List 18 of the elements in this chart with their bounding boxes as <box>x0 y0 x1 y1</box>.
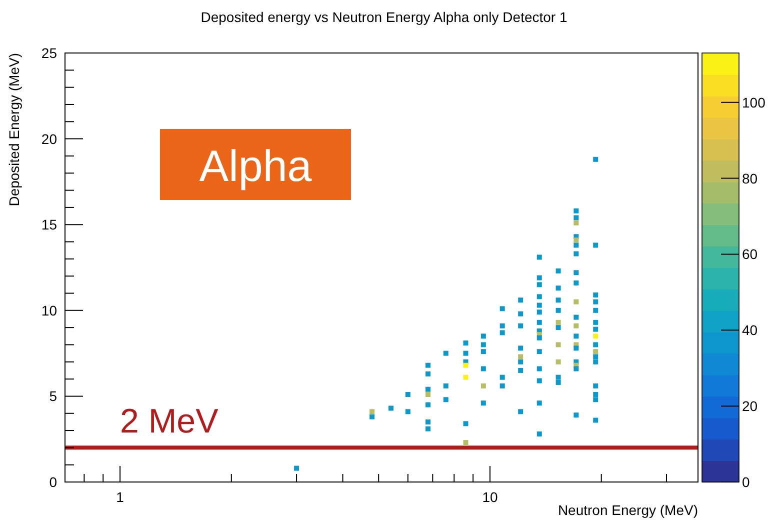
y-tick-label: 0 <box>49 474 58 490</box>
annotation: Alpha <box>199 142 312 191</box>
y-tick-label: 25 <box>41 45 58 61</box>
y-tick-label: 10 <box>41 302 58 318</box>
color-bar-label: 40 <box>742 322 758 338</box>
color-bar-label: 0 <box>742 474 750 490</box>
color-bar-label: 80 <box>742 170 758 186</box>
y-tick-label: 5 <box>49 388 58 404</box>
y-tick-label: 15 <box>41 216 58 233</box>
ref-line-label: 2 MeV <box>120 402 219 441</box>
color-bar-label: 20 <box>742 398 758 414</box>
y-axis-title: Deposited Energy (MeV) <box>6 53 22 206</box>
x-tick-label: 1 <box>116 489 124 505</box>
color-bar-label: 60 <box>742 246 758 262</box>
chart-title: Deposited energy vs Neutron Energy Alpha only Detector 1 <box>200 9 568 25</box>
y-tick-label: 20 <box>41 130 58 147</box>
x-axis-title: Neutron Energy (MeV) <box>558 502 698 518</box>
color-bar-label: 100 <box>742 94 766 110</box>
